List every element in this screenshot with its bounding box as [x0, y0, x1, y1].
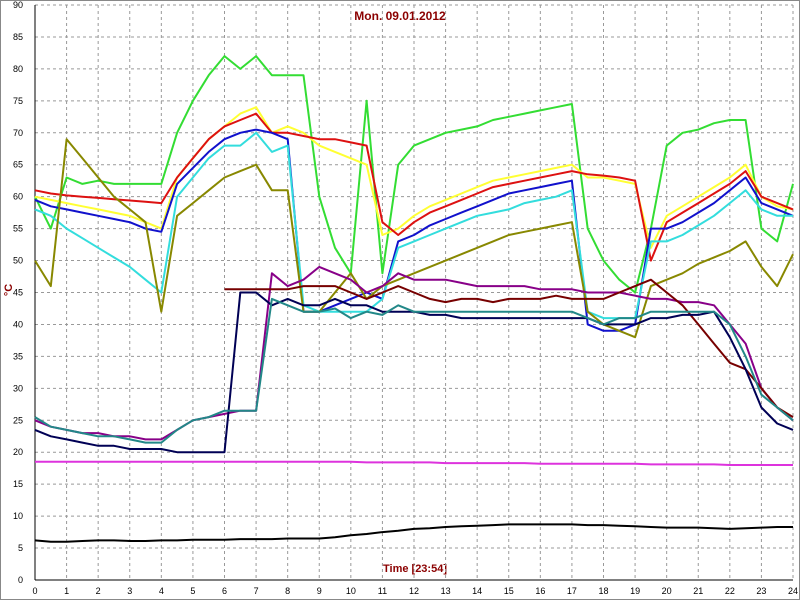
x-tick-label: 13 — [441, 586, 451, 596]
y-tick-label: 70 — [13, 128, 23, 138]
series-line — [34, 523, 793, 543]
x-tick-label: 19 — [630, 586, 640, 596]
y-tick-label: 10 — [13, 511, 23, 521]
x-tick-label: 9 — [317, 586, 322, 596]
series-line — [34, 112, 794, 262]
x-tick-label: 14 — [472, 586, 482, 596]
series-line — [224, 278, 794, 418]
series-line — [34, 138, 794, 339]
y-tick-label: 40 — [13, 319, 23, 329]
series-line — [34, 106, 794, 249]
x-tick-label: 8 — [285, 586, 290, 596]
x-tick-label: 2 — [96, 586, 101, 596]
x-tick-label: 15 — [504, 586, 514, 596]
x-tick-label: 23 — [756, 586, 766, 596]
x-tick-label: 22 — [725, 586, 735, 596]
y-tick-label: 0 — [18, 575, 23, 585]
y-tick-label: 20 — [13, 447, 23, 457]
x-tick-label: 0 — [32, 586, 37, 596]
x-tick-label: 17 — [567, 586, 577, 596]
x-tick-label: 16 — [535, 586, 545, 596]
x-tick-label: 7 — [254, 586, 259, 596]
y-tick-label: 60 — [13, 192, 23, 202]
series-line — [34, 55, 794, 294]
x-tick-label: 6 — [222, 586, 227, 596]
x-tick-label: 24 — [788, 586, 798, 596]
x-tick-label: 10 — [346, 586, 356, 596]
x-tick-label: 21 — [693, 586, 703, 596]
y-tick-label: 55 — [13, 224, 23, 234]
y-tick-label: 90 — [13, 0, 23, 10]
series-line — [34, 265, 794, 441]
series-line — [35, 460, 793, 466]
y-tick-label: 35 — [13, 351, 23, 361]
x-tick-label: 20 — [662, 586, 672, 596]
y-tick-label: 45 — [13, 288, 23, 298]
series-line — [34, 297, 794, 444]
x-tick-label: 12 — [409, 586, 419, 596]
y-tick-label: 75 — [13, 96, 23, 106]
y-tick-label: 30 — [13, 383, 23, 393]
y-tick-label: 65 — [13, 160, 23, 170]
x-axis-label: Time [23:54] — [383, 563, 447, 575]
x-tick-label: 1 — [64, 586, 69, 596]
y-tick-label: 50 — [13, 256, 23, 266]
x-tick-label: 18 — [598, 586, 608, 596]
x-tick-label: 3 — [127, 586, 132, 596]
y-tick-label: 25 — [13, 415, 23, 425]
y-tick-label: 80 — [13, 64, 23, 74]
y-tick-label: 5 — [18, 543, 23, 553]
y-tick-label: 85 — [13, 32, 23, 42]
series-line — [34, 128, 794, 332]
chart-title: Mon. 09.01.2012 — [354, 9, 446, 23]
x-tick-label: 11 — [378, 586, 387, 596]
x-tick-label: 5 — [190, 586, 195, 596]
x-tick-label: 4 — [159, 586, 164, 596]
y-tick-label: 15 — [13, 479, 23, 489]
series-line — [34, 131, 793, 320]
y-axis-label: °C — [3, 284, 15, 296]
